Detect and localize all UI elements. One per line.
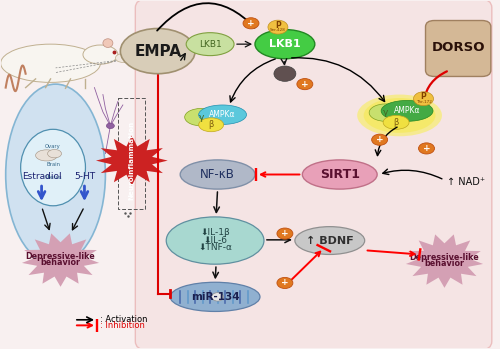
Text: miR-134: miR-134	[191, 292, 240, 302]
Text: ⬇TNF-α: ⬇TNF-α	[198, 242, 232, 251]
Ellipse shape	[166, 217, 264, 264]
Ellipse shape	[170, 282, 260, 311]
Text: LKB1: LKB1	[198, 40, 222, 49]
Ellipse shape	[364, 98, 436, 133]
FancyBboxPatch shape	[136, 0, 492, 349]
Text: NF-κB: NF-κB	[200, 168, 235, 181]
Text: ⬇IL-1β: ⬇IL-1β	[200, 228, 230, 237]
Text: β: β	[208, 120, 214, 129]
Text: Depressive-like: Depressive-like	[26, 252, 96, 261]
Text: Ovary: Ovary	[45, 144, 61, 149]
Ellipse shape	[198, 118, 224, 132]
Circle shape	[212, 293, 224, 301]
Text: EMPA: EMPA	[134, 44, 182, 59]
Text: +: +	[247, 19, 255, 28]
Ellipse shape	[295, 227, 364, 254]
Text: : Activation: : Activation	[100, 315, 148, 324]
Text: Ser-428: Ser-428	[270, 28, 286, 32]
Text: AMPKα: AMPKα	[394, 106, 420, 116]
Circle shape	[268, 20, 288, 34]
Text: +: +	[281, 279, 288, 288]
Ellipse shape	[198, 105, 246, 125]
Text: ⬇IL-6: ⬇IL-6	[203, 235, 227, 244]
Ellipse shape	[186, 33, 234, 55]
Text: Thr-172: Thr-172	[416, 99, 432, 104]
Circle shape	[243, 18, 259, 29]
Text: Brain: Brain	[46, 162, 60, 166]
Text: +: +	[281, 229, 288, 238]
Text: AMPKα: AMPKα	[210, 110, 236, 119]
Text: +: +	[422, 144, 430, 153]
Text: +: +	[301, 80, 308, 89]
Circle shape	[277, 228, 293, 239]
Text: 5-HT: 5-HT	[74, 172, 95, 181]
Text: β: β	[394, 118, 399, 127]
Circle shape	[297, 79, 313, 90]
Ellipse shape	[255, 30, 315, 59]
Ellipse shape	[120, 29, 195, 74]
Text: P: P	[275, 21, 281, 30]
Ellipse shape	[302, 160, 377, 189]
FancyBboxPatch shape	[426, 21, 491, 76]
Circle shape	[414, 92, 434, 106]
Text: γ: γ	[383, 108, 388, 117]
Ellipse shape	[116, 54, 130, 62]
Ellipse shape	[184, 109, 218, 126]
Ellipse shape	[369, 104, 402, 121]
Ellipse shape	[381, 101, 433, 121]
Ellipse shape	[6, 84, 105, 265]
Text: Depressive-like: Depressive-like	[410, 253, 480, 262]
Text: ↑ NAD⁺: ↑ NAD⁺	[447, 177, 485, 187]
Polygon shape	[96, 135, 168, 186]
Text: ↑ BDNF: ↑ BDNF	[306, 236, 354, 246]
Polygon shape	[406, 235, 483, 288]
Ellipse shape	[357, 95, 442, 136]
Text: Neuroinflammation: Neuroinflammation	[129, 121, 135, 200]
Ellipse shape	[274, 66, 296, 81]
Text: : Inhibition: : Inhibition	[100, 321, 145, 330]
Text: Uterus: Uterus	[44, 176, 62, 180]
Text: +: +	[376, 135, 384, 144]
Circle shape	[418, 143, 434, 154]
Ellipse shape	[83, 45, 118, 64]
Text: behavior: behavior	[40, 258, 80, 267]
Text: P: P	[420, 92, 426, 102]
Ellipse shape	[0, 44, 100, 82]
Ellipse shape	[180, 160, 255, 189]
Text: γ: γ	[198, 113, 204, 122]
Ellipse shape	[103, 39, 113, 47]
Ellipse shape	[36, 150, 58, 161]
Text: LKB1: LKB1	[269, 39, 300, 49]
Circle shape	[106, 123, 114, 129]
Ellipse shape	[48, 149, 62, 158]
Circle shape	[372, 134, 388, 145]
Circle shape	[277, 277, 293, 289]
Text: Estradiol: Estradiol	[22, 172, 62, 181]
Ellipse shape	[20, 129, 86, 206]
Polygon shape	[22, 233, 99, 287]
Text: SIRT1: SIRT1	[320, 168, 360, 181]
Ellipse shape	[383, 116, 409, 129]
Text: DORSO: DORSO	[432, 41, 485, 54]
Text: behavior: behavior	[424, 259, 465, 268]
